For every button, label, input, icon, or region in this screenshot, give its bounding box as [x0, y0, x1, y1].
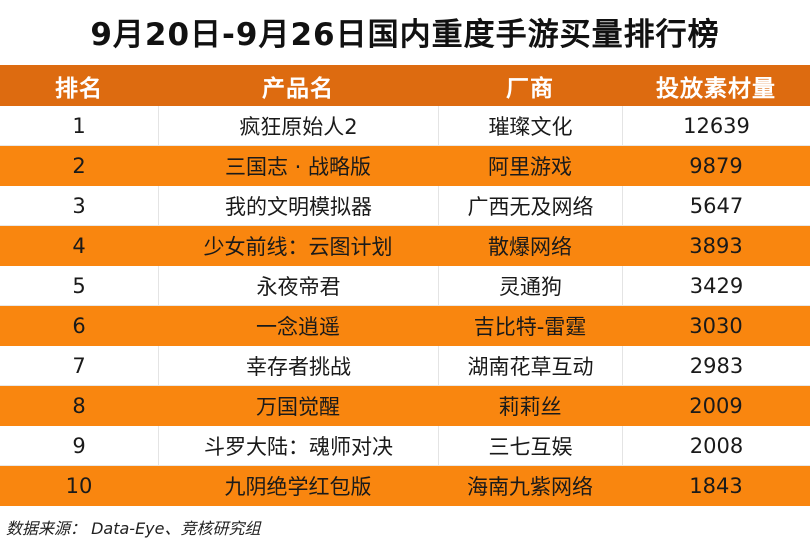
table-row: 3 我的文明模拟器 广西无及网络 5647 — [0, 186, 810, 226]
header-product: 产品名 — [262, 75, 334, 102]
header-material-count: 投放素材量 — [656, 75, 776, 102]
product-cell: 我的文明模拟器 — [158, 186, 438, 225]
rank-cell: 5 — [72, 273, 86, 298]
rank-cell: 8 — [72, 394, 86, 418]
table-row: 2 三国志 · 战略版 阿里游戏 9879 — [0, 146, 810, 186]
count-cell: 2009 — [689, 394, 743, 418]
vendor-cell: 璀璨文化 — [438, 106, 622, 145]
product-cell: 九阴绝学红包版 — [224, 475, 372, 499]
product-cell: 一念逍遥 — [256, 315, 340, 339]
data-source-note: 数据来源： Data-Eye、竞核研究组 — [6, 519, 261, 538]
count-cell: 5647 — [622, 186, 810, 225]
count-cell: 2983 — [622, 346, 810, 385]
table-row: 5 永夜帝君 灵通狗 3429 — [0, 266, 810, 306]
rank-cell: 3 — [72, 193, 86, 218]
table-header-row: 排名 产品名 厂商 投放素材量 — [0, 65, 810, 106]
vendor-cell: 海南九紫网络 — [467, 475, 593, 499]
header-rank: 排名 — [55, 75, 103, 102]
product-cell: 三国志 · 战略版 — [224, 155, 372, 179]
vendor-cell: 散爆网络 — [488, 235, 572, 259]
page-title: 9月20日-9月26日国内重度手游买量排行榜 — [90, 16, 720, 53]
table-row: 9 斗罗大陆：魂师对决 三七互娱 2008 — [0, 426, 810, 466]
rank-cell: 7 — [72, 353, 86, 378]
header-vendor: 厂商 — [506, 75, 554, 102]
count-cell: 1843 — [689, 474, 743, 498]
rank-cell: 9 — [72, 433, 86, 458]
vendor-cell: 湖南花草互动 — [438, 346, 622, 385]
table-row: 4 少女前线：云图计划 散爆网络 3893 — [0, 226, 810, 266]
product-cell: 永夜帝君 — [158, 266, 438, 305]
vendor-cell: 灵通狗 — [438, 266, 622, 305]
table-row: 7 幸存者挑战 湖南花草互动 2983 — [0, 346, 810, 386]
vendor-cell: 广西无及网络 — [438, 186, 622, 225]
vendor-cell: 吉比特-雷霆 — [473, 315, 587, 339]
count-cell: 2008 — [622, 426, 810, 465]
ranking-table: 排名 产品名 厂商 投放素材量 1 疯狂原始人2 璀璨文化 12639 2 三国… — [0, 65, 810, 506]
table-row: 1 疯狂原始人2 璀璨文化 12639 — [0, 106, 810, 146]
table-row: 10 九阴绝学红包版 海南九紫网络 1843 — [0, 466, 810, 506]
vendor-cell: 莉莉丝 — [498, 395, 562, 419]
rank-cell: 6 — [72, 314, 86, 338]
product-cell: 疯狂原始人2 — [158, 106, 438, 145]
count-cell: 12639 — [622, 106, 810, 145]
product-cell: 斗罗大陆：魂师对决 — [158, 426, 438, 465]
rank-cell: 1 — [72, 113, 86, 138]
table-row: 8 万国觉醒 莉莉丝 2009 — [0, 386, 810, 426]
rank-cell: 2 — [72, 154, 86, 178]
rank-cell: 4 — [72, 234, 86, 258]
table-row: 6 一念逍遥 吉比特-雷霆 3030 — [0, 306, 810, 346]
count-cell: 3429 — [622, 266, 810, 305]
count-cell: 3030 — [689, 314, 743, 338]
rank-cell: 10 — [65, 474, 93, 498]
vendor-cell: 三七互娱 — [438, 426, 622, 465]
count-cell: 9879 — [689, 154, 743, 178]
product-cell: 万国觉醒 — [256, 395, 340, 419]
product-cell: 少女前线：云图计划 — [203, 235, 393, 259]
product-cell: 幸存者挑战 — [158, 346, 438, 385]
count-cell: 3893 — [689, 234, 743, 258]
vendor-cell: 阿里游戏 — [488, 155, 572, 179]
